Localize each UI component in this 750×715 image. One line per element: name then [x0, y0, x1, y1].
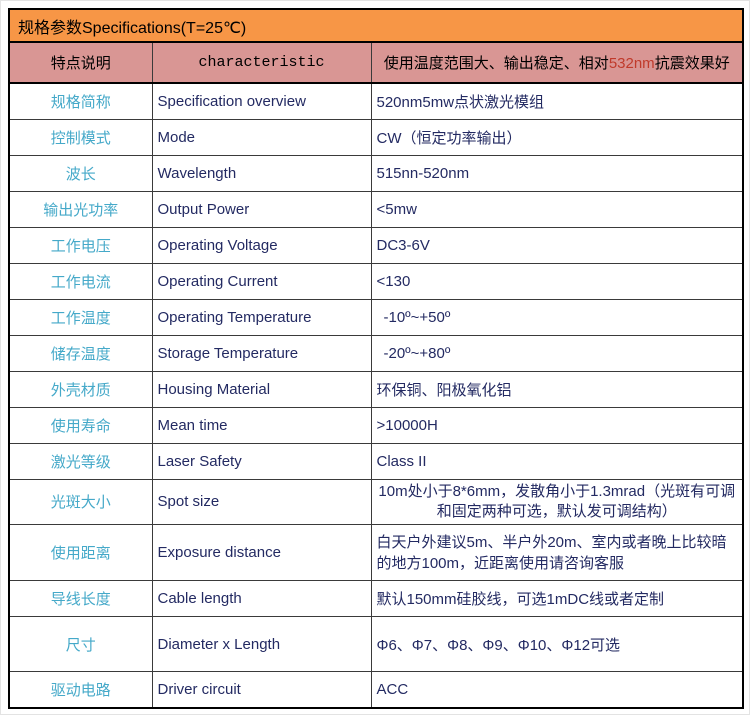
- spec-label-cn: 波长: [8, 154, 153, 192]
- spec-value: 10m处小于8*6mm，发散角小于1.3mrad（光斑有可调和固定两种可选，默认…: [370, 478, 744, 525]
- spec-value: 环保铜、阳极氧化铝: [370, 370, 744, 408]
- spec-value: -20º~+80º: [370, 334, 744, 372]
- spec-value: 默认150mm硅胶线，可选1mDC线或者定制: [370, 580, 744, 617]
- spec-value: <5mw: [370, 190, 744, 228]
- spec-label-en: Mode: [151, 118, 372, 156]
- spec-label-cn: 工作温度: [8, 298, 153, 336]
- spec-row: 储存温度 Storage Temperature -20º~+80º: [8, 334, 744, 372]
- spec-label-cn: 光斑大小: [8, 478, 153, 525]
- spec-value: 520nm5mw点状激光模组: [370, 82, 744, 120]
- spec-row: 使用寿命 Mean time >10000H: [8, 406, 744, 444]
- spec-label-cn: 工作电流: [8, 262, 153, 300]
- spec-row: 规格简称 Specification overview 520nm5mw点状激光…: [8, 82, 744, 120]
- spec-row: 使用距离 Exposure distance 白天户外建议5m、半户外20m、室…: [8, 524, 744, 581]
- spec-label-cn: 输出光功率: [8, 190, 153, 228]
- spec-row: 导线长度 Cable length 默认150mm硅胶线，可选1mDC线或者定制: [8, 580, 744, 617]
- spec-label-cn: 控制模式: [8, 118, 153, 156]
- spec-label-cn: 工作电压: [8, 226, 153, 264]
- spec-value: CW（恒定功率输出）: [370, 118, 744, 156]
- table-title: 规格参数Specifications(T=25℃): [8, 8, 744, 43]
- header-col3: 使用温度范围大、输出稳定、相对532nm抗震效果好: [370, 41, 744, 84]
- spec-value: 515nn-520nm: [370, 154, 744, 192]
- spec-value: 白天户外建议5m、半户外20m、室内或者晚上比较暗的地方100m，近距离使用请咨…: [370, 524, 744, 581]
- spec-label-en: Driver circuit: [151, 671, 372, 708]
- spec-row: 工作电压 Operating Voltage DC3-6V: [8, 226, 744, 264]
- header-col3-text-prefix: 使用温度范围大、输出稳定、相对: [383, 55, 609, 72]
- spec-row: 输出光功率 Output Power <5mw: [8, 190, 744, 228]
- spec-label-en: Cable length: [151, 580, 372, 617]
- spec-label-en: Spot size: [151, 478, 372, 525]
- spec-value: -10º~+50º: [370, 298, 744, 336]
- table-header-row: 特点说明 characteristic 使用温度范围大、输出稳定、相对532nm…: [8, 41, 744, 84]
- spec-label-en: Output Power: [151, 190, 372, 228]
- spec-label-en: Operating Temperature: [151, 298, 372, 336]
- spec-label-cn: 使用寿命: [8, 406, 153, 444]
- header-col1: 特点说明: [8, 41, 153, 84]
- spec-row: 光斑大小 Spot size 10m处小于8*6mm，发散角小于1.3mrad（…: [8, 478, 744, 525]
- spec-label-en: Mean time: [151, 406, 372, 444]
- header-col2: characteristic: [151, 41, 372, 84]
- spec-label-cn: 激光等级: [8, 442, 153, 480]
- spec-label-en: Storage Temperature: [151, 334, 372, 372]
- spec-label-en: Operating Current: [151, 262, 372, 300]
- spec-label-cn: 规格简称: [8, 82, 153, 120]
- spec-label-cn: 尺寸: [8, 616, 153, 672]
- spec-value: <130: [370, 262, 744, 300]
- spec-value: Φ6、Φ7、Φ8、Φ9、Φ10、Φ12可选: [370, 616, 744, 672]
- spec-row: 控制模式 Mode CW（恒定功率输出）: [8, 118, 744, 156]
- spec-value: ACC: [370, 671, 744, 708]
- spec-label-en: Diameter x Length: [151, 616, 372, 672]
- spec-row: 尺寸 Diameter x Length Φ6、Φ7、Φ8、Φ9、Φ10、Φ12…: [8, 616, 744, 672]
- spec-row: 激光等级 Laser Safety Class II: [8, 442, 744, 480]
- spec-row: 工作电流 Operating Current <130: [8, 262, 744, 300]
- spec-label-en: Housing Material: [151, 370, 372, 408]
- spec-label-cn: 驱动电路: [8, 671, 153, 708]
- table-title-row: 规格参数Specifications(T=25℃): [8, 8, 744, 43]
- spec-row: 驱动电路 Driver circuit ACC: [8, 671, 744, 708]
- spec-value: DC3-6V: [370, 226, 744, 264]
- spec-label-en: Exposure distance: [151, 524, 372, 581]
- spec-label-cn: 外壳材质: [8, 370, 153, 408]
- spec-value: >10000H: [370, 406, 744, 444]
- spec-label-en: Operating Voltage: [151, 226, 372, 264]
- spec-label-cn: 使用距离: [8, 524, 153, 581]
- header-col3-highlight: 532nm: [608, 55, 655, 72]
- spec-row: 工作温度 Operating Temperature -10º~+50º: [8, 298, 744, 336]
- spec-row: 外壳材质 Housing Material 环保铜、阳极氧化铝: [8, 370, 744, 408]
- spec-value: Class II: [370, 442, 744, 480]
- header-col3-text-suffix: 抗震效果好: [654, 55, 730, 72]
- spec-label-cn: 导线长度: [8, 580, 153, 617]
- spec-label-en: Wavelength: [151, 154, 372, 192]
- spec-label-cn: 储存温度: [8, 334, 153, 372]
- spec-label-en: Laser Safety: [151, 442, 372, 480]
- spec-table: 规格参数Specifications(T=25℃) 特点说明 character…: [8, 8, 745, 709]
- spec-label-en: Specification overview: [151, 82, 372, 120]
- spec-row: 波长 Wavelength 515nn-520nm: [8, 154, 744, 192]
